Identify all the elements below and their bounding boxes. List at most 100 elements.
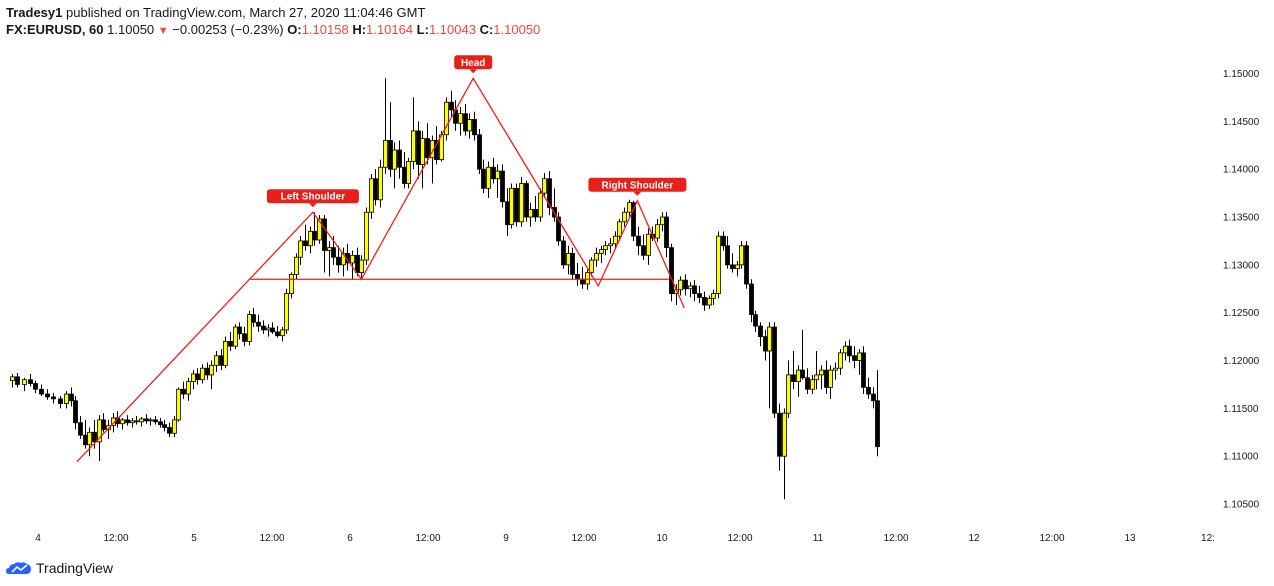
candle-body [444,101,449,136]
candle-body [599,249,604,254]
candle [458,106,463,136]
candle [688,282,693,298]
candle [411,97,416,170]
time-tick-label: 12:00 [103,533,128,544]
candle-body [280,329,285,337]
candle-body [214,355,219,366]
time-axis[interactable]: 4 12:00 5 12:00 6 12:00 9 12:00 10 12:00 11 12:00 12… [35,533,1215,544]
candle-body [697,293,702,298]
candle-body [416,130,421,165]
candle [73,395,78,430]
candle-body [359,259,364,273]
symbol-label[interactable]: FX:EURUSD, 60 [6,22,104,37]
candle-body [477,134,482,170]
candle [228,331,233,351]
candle [28,373,33,387]
label-box [454,55,493,70]
candle-body [69,393,74,402]
candle [78,416,83,440]
price-axis[interactable]: 1.10500 1.11000 1.11500 1.12000 1.12500 1.130… [1223,69,1260,511]
high-value: 1.10164 [366,22,414,37]
candle-body [777,412,782,457]
candle-body [289,274,294,294]
candle-body [266,327,271,331]
candle-body [186,381,191,395]
candle [805,368,810,395]
candle-body [758,325,763,338]
candle [814,350,819,390]
time-tick-label: 12: [1201,533,1215,544]
candle [176,387,181,422]
candle [251,307,256,328]
candle [373,169,378,206]
candle [33,380,38,394]
candle-body [805,377,810,390]
candle-body [852,355,857,361]
label-pointer [633,191,642,196]
candle [289,272,294,299]
candle-body [331,247,336,258]
candle [646,228,651,265]
candle-body [284,293,289,331]
candle [15,372,20,388]
candle [796,365,801,397]
tradingview-logo[interactable]: TradingView [6,558,113,578]
candle-body [505,201,510,226]
candle-body [256,321,261,327]
candle-body [237,326,242,335]
candle-body [875,400,880,448]
candle-body [144,418,149,422]
candle-body [847,345,852,357]
candle [772,322,777,418]
price-tick-label: 1.14500 [1223,117,1260,128]
candle-body [45,393,50,398]
time-tick-label: 13 [1124,533,1136,544]
candle-body [434,140,439,161]
candle [730,253,735,273]
candle [430,135,435,184]
candle [158,417,163,428]
candle [219,349,224,371]
candle-body [871,393,876,402]
chart-header-line1: Tradesy1 published on TradingView.com, M… [6,5,425,20]
candle-body [92,431,97,443]
candle-body [500,170,505,203]
candle-body [575,274,580,280]
candle [477,128,482,174]
candle-body [148,419,153,422]
candle [317,215,322,244]
candle [608,238,613,254]
candle [711,289,716,306]
author-name[interactable]: Tradesy1 [6,5,63,20]
candle-body [467,119,472,132]
candle-body [833,367,838,371]
candle-body [646,233,651,256]
candle-body [251,314,256,323]
candle [481,159,486,194]
candle [87,427,92,457]
candle-body [120,419,125,425]
candle [425,123,430,165]
candle [505,188,510,237]
candle-body [678,279,683,291]
candle [556,212,561,246]
candle-body [355,254,360,273]
candle [223,336,228,369]
candle [214,350,219,373]
candle-body [796,369,801,382]
candle [402,151,407,189]
candle-body [176,388,181,421]
candle [153,416,158,425]
candle-body [317,218,322,241]
candle-body [603,245,608,250]
candle-body [688,285,693,290]
candle-body [481,168,486,189]
candle-body [636,235,641,247]
candle [406,157,411,189]
candle [678,276,683,296]
candle-body [566,252,571,266]
candle-body [843,345,848,354]
candle [721,231,726,251]
candle [547,171,552,216]
